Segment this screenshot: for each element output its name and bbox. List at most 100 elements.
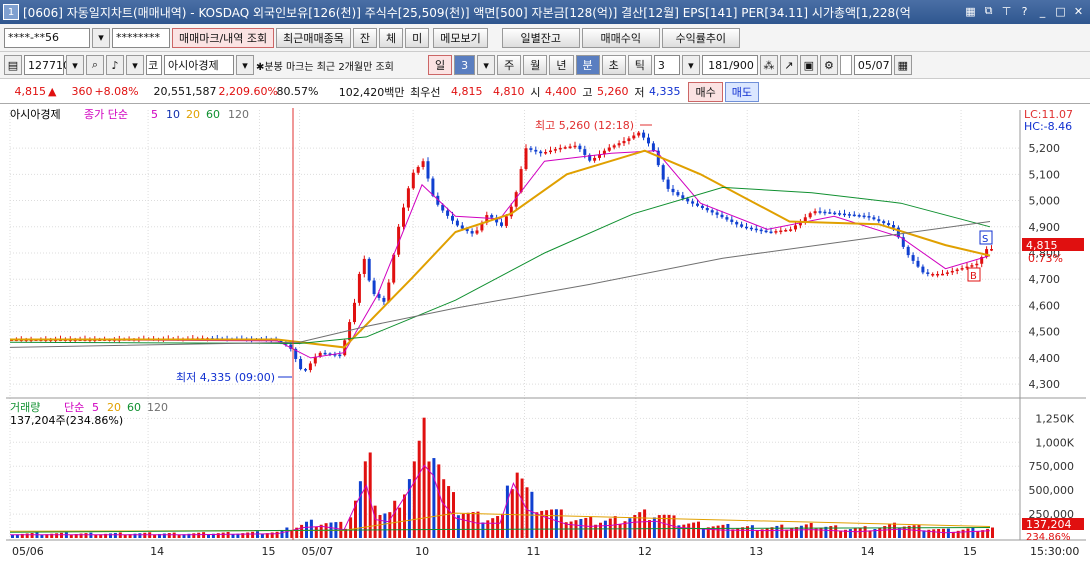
volume-bar xyxy=(912,525,916,538)
interval-dropdown-icon[interactable]: ▾ xyxy=(681,55,700,75)
candle-body xyxy=(455,220,459,226)
legend-ma60: 60 xyxy=(206,108,220,121)
candle-body xyxy=(828,212,832,214)
volume-bar xyxy=(618,523,622,538)
restore-icon[interactable]: ⧉ xyxy=(984,4,993,17)
volume-bar xyxy=(84,533,88,538)
volume-bar xyxy=(966,528,970,538)
candle-body xyxy=(960,268,964,270)
name-dropdown-icon[interactable]: ▾ xyxy=(236,55,254,75)
layout-icon[interactable]: ▦ xyxy=(965,4,976,18)
data-range-field[interactable]: 181/900 xyxy=(701,55,758,75)
draw-tool-icon[interactable]: ↗ xyxy=(779,55,798,75)
legend-ma5: 5 xyxy=(151,108,158,121)
password-input[interactable]: ******** xyxy=(112,27,170,48)
code-dropdown-icon[interactable]: ▾ xyxy=(66,55,84,75)
time-tick-label: 15 xyxy=(261,545,275,558)
ma20-line xyxy=(10,149,991,349)
volume-bar xyxy=(569,521,573,538)
volume-bar xyxy=(167,533,171,538)
candle-body xyxy=(764,230,768,233)
balance-button[interactable]: 잔 xyxy=(352,27,378,48)
minimize-icon[interactable]: _ xyxy=(1039,4,1046,18)
volume-bar xyxy=(113,532,117,538)
candle-body xyxy=(945,272,949,274)
period-day-count[interactable]: 3 xyxy=(454,55,476,75)
volume-pct: 2,209.60% xyxy=(218,85,278,98)
return-trend-button[interactable]: 수익률추이 xyxy=(661,27,740,48)
window-number-badge: 1 xyxy=(3,4,19,20)
period-week-button[interactable]: 주 xyxy=(497,55,522,75)
period-second-button[interactable]: 초 xyxy=(601,55,626,75)
chart-toolbar: ▤ 127710 ▾ ⌕ ♪ ▾ 코 아시아경제 ▾ ✱분봉 마크는 최근 2개… xyxy=(0,52,1090,79)
volume-bar xyxy=(741,527,745,538)
save-icon[interactable]: ▣ xyxy=(799,55,818,75)
maximize-icon[interactable]: □ xyxy=(1055,4,1066,18)
volume-bar xyxy=(417,440,421,538)
period-year-button[interactable]: 년 xyxy=(549,55,574,75)
candle-body xyxy=(926,272,930,274)
volume-bar xyxy=(520,478,524,538)
calendar-icon[interactable]: ▦ xyxy=(893,55,912,75)
buy-button[interactable]: 매수 xyxy=(688,81,723,102)
volume-bar xyxy=(927,529,931,538)
pin-icon[interactable]: ⊤ xyxy=(1001,4,1012,18)
price-volume-chart[interactable]: 4,3004,4004,5004,6004,7004,8004,9005,000… xyxy=(0,104,1090,564)
date-checkbox[interactable] xyxy=(839,55,852,75)
help-icon[interactable]: ? xyxy=(1021,4,1028,18)
legend-vol20: 20 xyxy=(107,401,121,414)
candle-body xyxy=(411,172,415,189)
candle-body xyxy=(583,149,587,155)
candle-body xyxy=(578,145,582,150)
sound-icon[interactable]: ♪ xyxy=(106,55,124,75)
close-icon[interactable]: ✕ xyxy=(1073,4,1084,18)
candle-body xyxy=(426,161,430,179)
period-month-button[interactable]: 월 xyxy=(523,55,548,75)
period-day-button[interactable]: 일 xyxy=(428,55,453,75)
volume-bar xyxy=(30,533,34,538)
candle-body xyxy=(495,217,499,223)
settings-icon[interactable]: ⚙ xyxy=(819,55,838,75)
unexecuted-button[interactable]: 미 xyxy=(405,27,430,48)
low-label: 저 xyxy=(634,85,645,99)
volume-bar xyxy=(270,532,274,538)
candle-body xyxy=(857,215,861,217)
trade-amount: 102,420백만 xyxy=(338,85,405,99)
trade-profit-button[interactable]: 매매수익 xyxy=(581,27,660,48)
volume-bar xyxy=(344,528,348,538)
daily-balance-button[interactable]: 일별잔고 xyxy=(501,27,580,48)
volume-bar xyxy=(795,527,798,538)
volume-bar xyxy=(60,532,63,538)
interval-count-input[interactable]: 3 xyxy=(653,55,680,75)
volume-bar xyxy=(109,533,112,538)
search-icon[interactable]: ⌕ xyxy=(86,55,104,75)
period-minute-button[interactable]: 분 xyxy=(575,55,600,75)
date-input[interactable]: 05/07 xyxy=(853,55,892,75)
memo-button[interactable]: 메모보기 xyxy=(433,27,488,48)
account-input[interactable]: ****-**56 xyxy=(4,27,90,48)
candle-body xyxy=(725,217,729,220)
volume-bar xyxy=(780,524,784,538)
candle-body xyxy=(877,219,881,222)
chart-menu-icon[interactable]: ▤ xyxy=(4,55,22,75)
best-quote-label: 최우선 xyxy=(410,85,441,99)
sound-dropdown-icon[interactable]: ▾ xyxy=(126,55,144,75)
candle-body xyxy=(549,150,552,153)
volume-bar xyxy=(726,523,730,538)
trade-mark-query-button[interactable]: 매매마크/내역 조회 xyxy=(172,27,275,48)
candle-body xyxy=(593,157,597,161)
grid-tool-icon[interactable]: ⁂ xyxy=(759,55,778,75)
candle-body xyxy=(279,340,283,343)
candle-body xyxy=(759,229,763,232)
stock-code-input[interactable]: 127710 xyxy=(24,55,70,75)
candle-body xyxy=(377,294,381,298)
period-tick-button[interactable]: 틱 xyxy=(627,55,652,75)
recent-trade-button[interactable]: 최근매매종목 xyxy=(276,27,351,48)
account-dropdown-icon[interactable]: ▾ xyxy=(92,27,110,48)
volume-bar xyxy=(599,522,602,538)
executed-button[interactable]: 체 xyxy=(379,27,404,48)
volume-bar xyxy=(69,534,73,538)
sell-button[interactable]: 매도 xyxy=(724,81,759,102)
day-count-dropdown-icon[interactable]: ▾ xyxy=(477,55,496,75)
candle-body xyxy=(661,165,665,180)
